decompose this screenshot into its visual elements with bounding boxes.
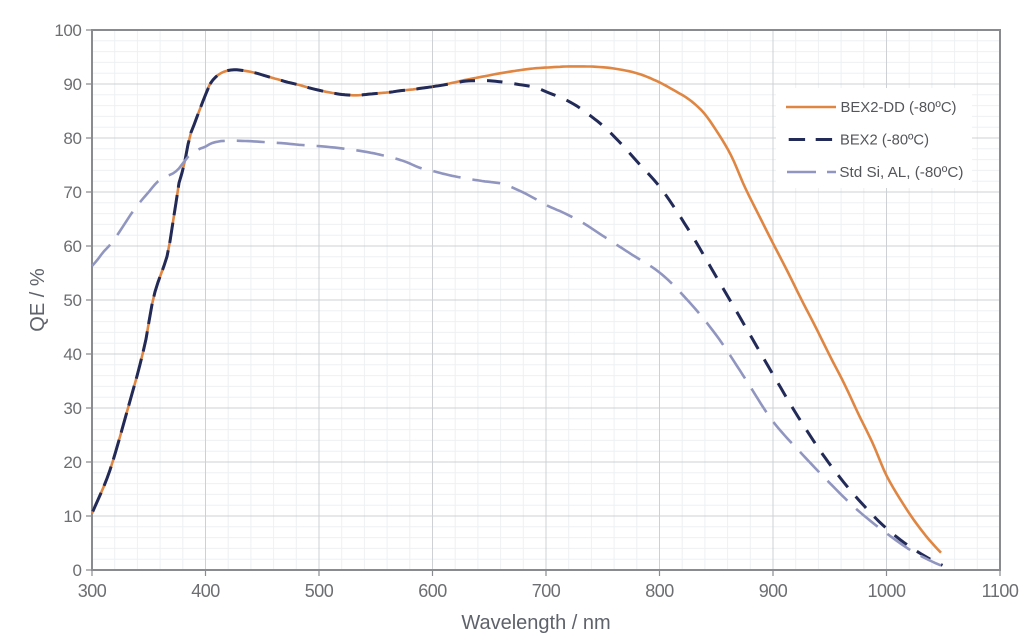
svg-text:30: 30 <box>63 399 81 418</box>
svg-text:90: 90 <box>63 75 81 94</box>
svg-text:700: 700 <box>532 581 561 601</box>
svg-text:BEX2-DD (-80ºC): BEX2-DD (-80ºC) <box>841 99 957 116</box>
svg-text:70: 70 <box>63 183 81 202</box>
svg-text:500: 500 <box>305 581 334 601</box>
svg-text:50: 50 <box>63 291 81 310</box>
svg-text:80: 80 <box>63 129 81 148</box>
svg-text:1100: 1100 <box>982 581 1019 601</box>
svg-text:20: 20 <box>63 453 81 472</box>
svg-text:60: 60 <box>63 237 81 256</box>
svg-text:Wavelength / nm: Wavelength / nm <box>461 612 610 634</box>
svg-text:1000: 1000 <box>867 581 906 601</box>
svg-text:40: 40 <box>63 345 81 364</box>
svg-text:0: 0 <box>72 561 81 580</box>
svg-text:400: 400 <box>191 581 220 601</box>
svg-text:300: 300 <box>78 581 107 601</box>
svg-text:900: 900 <box>759 581 788 601</box>
svg-text:800: 800 <box>645 581 674 601</box>
svg-text:QE / %: QE / % <box>27 268 49 332</box>
svg-text:10: 10 <box>63 507 81 526</box>
svg-text:BEX2 (-80ºC): BEX2 (-80ºC) <box>840 132 929 149</box>
svg-text:100: 100 <box>54 21 81 40</box>
svg-text:600: 600 <box>418 581 447 601</box>
svg-text:Std Si, AL, (-80ºC): Std Si, AL, (-80ºC) <box>839 164 963 181</box>
